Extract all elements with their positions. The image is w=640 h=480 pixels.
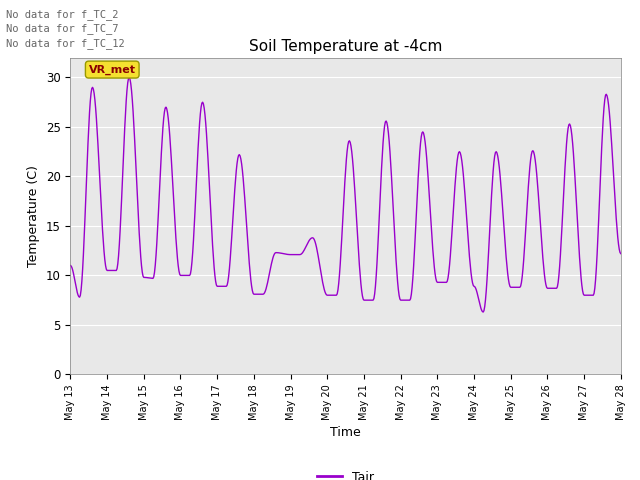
Legend: Tair: Tair [312,466,379,480]
Title: Soil Temperature at -4cm: Soil Temperature at -4cm [249,39,442,54]
X-axis label: Time: Time [330,426,361,439]
Text: No data for f_TC_12: No data for f_TC_12 [6,37,125,48]
Y-axis label: Temperature (C): Temperature (C) [28,165,40,267]
Text: No data for f_TC_2: No data for f_TC_2 [6,9,119,20]
Text: VR_met: VR_met [89,64,136,75]
Text: No data for f_TC_7: No data for f_TC_7 [6,23,119,34]
